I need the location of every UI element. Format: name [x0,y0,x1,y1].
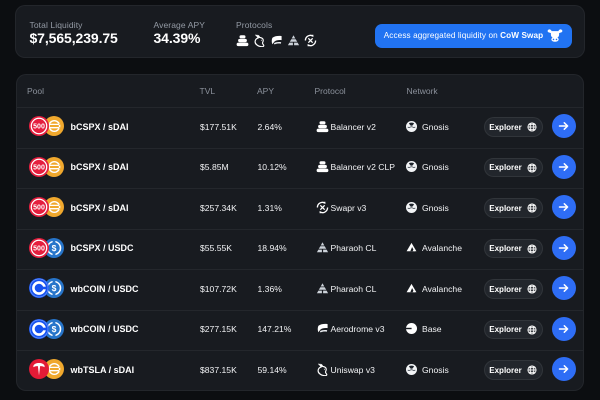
svg-text:$: $ [52,324,57,334]
svg-text:500: 500 [33,245,45,252]
svg-text:500: 500 [33,205,45,212]
svg-text:$: $ [52,283,57,293]
svg-text:500: 500 [33,124,45,131]
svg-text:500: 500 [33,164,45,171]
svg-text:$: $ [52,243,57,253]
